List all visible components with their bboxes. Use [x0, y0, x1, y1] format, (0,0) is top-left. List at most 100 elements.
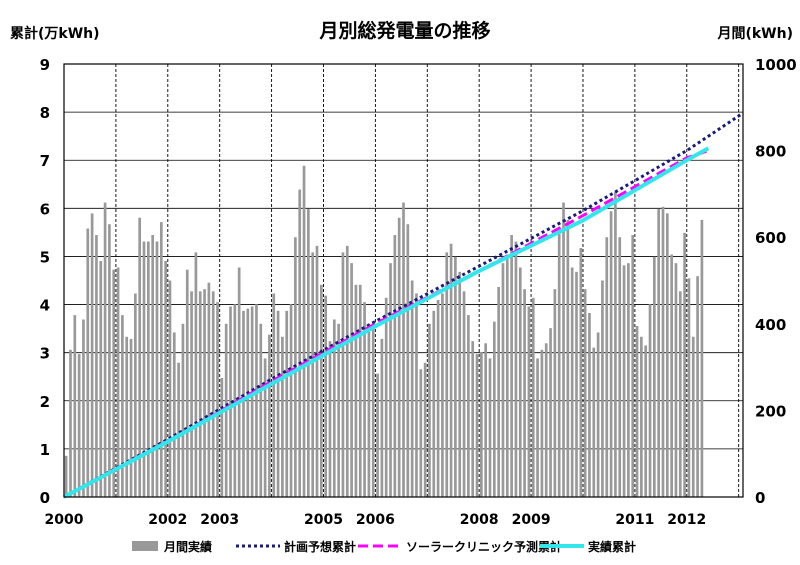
right-tick-label: 600	[755, 229, 786, 247]
monthly-bar	[177, 362, 180, 497]
monthly-bar	[627, 263, 630, 497]
monthly-bar	[644, 345, 648, 497]
monthly-bar	[121, 315, 124, 497]
monthly-bar	[562, 202, 565, 497]
monthly-bar	[328, 341, 332, 497]
monthly-bar	[678, 291, 682, 497]
monthly-bar	[185, 269, 189, 497]
monthly-bar	[289, 304, 293, 497]
monthly-bar	[536, 358, 539, 497]
monthly-bar	[103, 202, 107, 497]
monthly-bar	[194, 252, 198, 497]
monthly-bars	[64, 165, 704, 498]
plot-frame	[63, 63, 744, 498]
monthly-bar	[337, 323, 340, 497]
monthly-bar	[73, 315, 77, 497]
legend-label: 実績累計	[588, 539, 636, 554]
monthly-bar	[324, 295, 327, 497]
monthly-bar	[207, 282, 211, 497]
x-tick-label: 2000	[45, 512, 84, 528]
x-axis-ticks: 2000 2002 2003 2005 2006 2008 2009 2011 2012	[45, 512, 707, 528]
monthly-bar	[540, 349, 544, 497]
monthly-bar	[480, 351, 483, 497]
monthly-bar	[90, 213, 94, 497]
cumulative-lines	[63, 111, 744, 499]
monthly-bar	[428, 323, 431, 497]
monthly-bar	[505, 254, 509, 497]
monthly-bar	[302, 165, 306, 497]
monthly-bar	[471, 341, 475, 497]
monthly-bar	[112, 269, 116, 497]
monthly-bar	[380, 338, 384, 497]
monthly-bar	[246, 308, 250, 497]
monthly-bar	[190, 291, 193, 497]
left-tick-label: 1	[40, 441, 50, 459]
monthly-bar	[350, 263, 353, 497]
monthly-bar	[164, 261, 167, 497]
monthly-bar	[640, 336, 643, 497]
monthly-bar	[523, 289, 526, 497]
monthly-bar	[151, 235, 154, 497]
monthly-bar	[371, 321, 375, 497]
left-tick-label: 2	[40, 393, 50, 411]
monthly-bar	[514, 241, 518, 497]
left-tick-label: 4	[40, 297, 50, 315]
monthly-bar	[454, 256, 457, 497]
monthly-bar	[367, 323, 371, 497]
monthly-bar	[635, 325, 639, 497]
monthly-bar	[687, 278, 691, 497]
monthly-bar	[389, 263, 392, 497]
legend-swatch-bar	[132, 541, 158, 551]
x-tick-label: 2003	[200, 512, 239, 528]
monthly-bar	[229, 306, 232, 497]
monthly-bar	[605, 237, 609, 497]
monthly-bar	[203, 289, 206, 497]
monthly-bar	[134, 293, 137, 497]
monthly-bar	[432, 310, 436, 497]
monthly-bar	[497, 286, 500, 497]
monthly-bar	[276, 310, 280, 497]
right-tick-label: 1000	[755, 56, 797, 74]
monthly-bar	[155, 241, 159, 497]
monthly-bar	[674, 263, 678, 497]
monthly-bar	[410, 280, 414, 497]
monthly-bar	[64, 455, 68, 497]
chart-title: 月別総発電量の推移	[318, 19, 490, 42]
monthly-bar	[397, 217, 401, 497]
monthly-bar	[436, 299, 440, 497]
monthly-bar	[406, 224, 410, 497]
monthly-bar	[441, 293, 444, 497]
monthly-bar	[510, 235, 513, 497]
monthly-bar	[168, 280, 172, 497]
monthly-bar	[285, 310, 289, 497]
legend-label: 計画予想累計	[284, 539, 356, 554]
monthly-bar	[601, 280, 604, 497]
monthly-bar	[596, 332, 600, 497]
monthly-bar	[358, 284, 362, 497]
monthly-bar	[566, 219, 570, 497]
monthly-bar	[237, 267, 241, 497]
left-tick-label: 8	[40, 104, 50, 122]
monthly-bar	[319, 284, 323, 497]
right-tick-label: 0	[755, 489, 765, 507]
monthly-bar	[661, 206, 665, 497]
left-tick-label: 9	[40, 56, 50, 74]
monthly-bar	[116, 267, 120, 497]
monthly-bar	[518, 267, 522, 497]
monthly-bar	[492, 321, 496, 497]
monthly-bar	[462, 291, 466, 497]
monthly-bar	[216, 302, 219, 497]
monthly-bar	[467, 315, 470, 497]
left-tick-label: 5	[40, 248, 50, 266]
monthly-bar	[549, 328, 552, 497]
monthly-bar	[345, 245, 349, 497]
monthly-bar	[198, 291, 202, 497]
monthly-bar	[527, 306, 531, 497]
left-axis-label: 累計(万kWh)	[10, 25, 100, 42]
monthly-bar	[458, 271, 462, 497]
monthly-bar	[657, 209, 661, 497]
monthly-bar	[95, 235, 98, 497]
monthly-bar	[583, 289, 587, 497]
monthly-bar	[311, 252, 315, 497]
